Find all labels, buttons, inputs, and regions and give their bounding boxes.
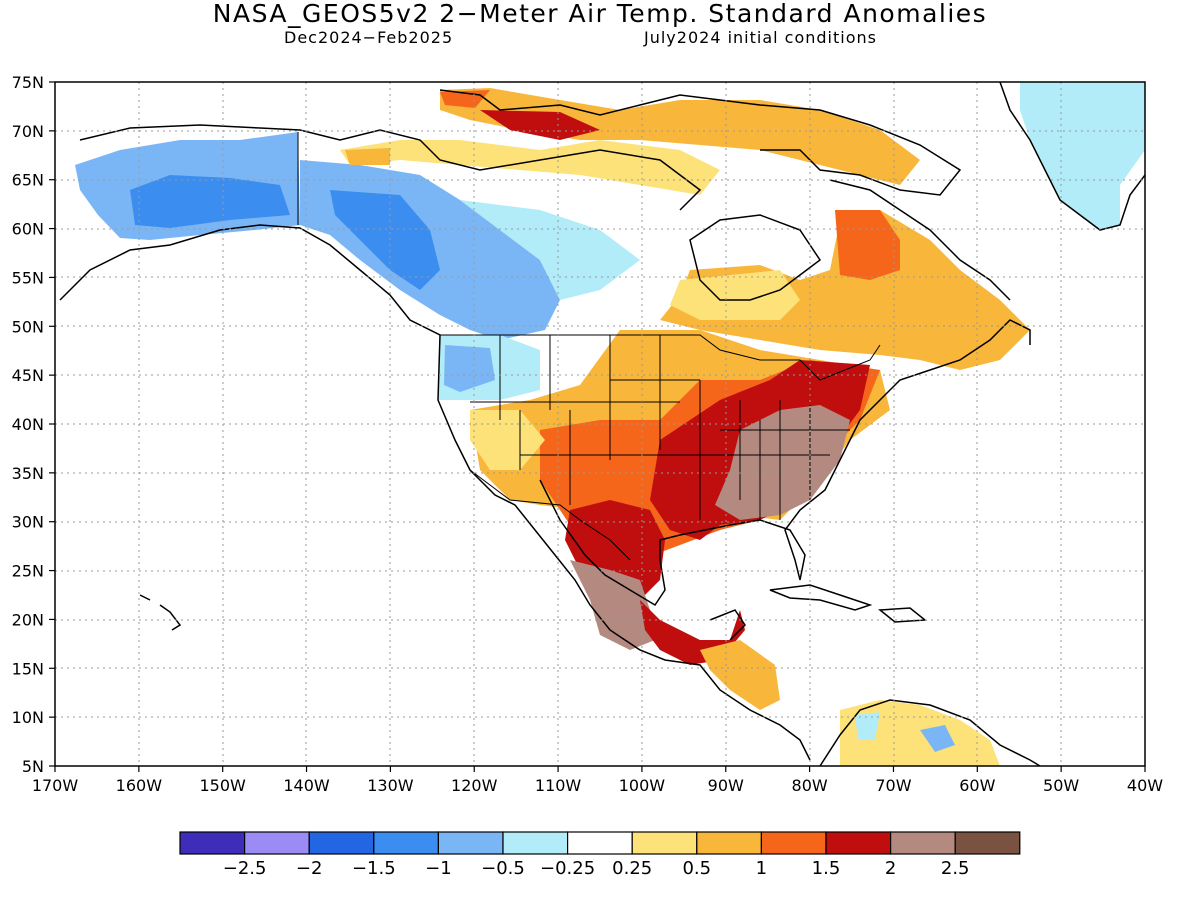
latitude-axis: 75N 70N 65N 60N 55N 50N 45N 40N 35N 30N 25N 20N 15N 1…: [12, 73, 55, 776]
anomaly-region-sa-blue: [920, 725, 955, 752]
colorbar-label: 2.5: [941, 858, 970, 879]
colorbar-swatch: [502, 831, 569, 855]
lon-tick-label: 120W: [451, 776, 498, 795]
anomaly-region-bc-core: [330, 190, 440, 290]
coastline-greenland: [999, 82, 1145, 231]
political-borders: [297, 132, 881, 561]
anomaly-region-ecanada-warm: [660, 210, 1030, 370]
forecast-period: Dec2024−Feb2025: [284, 28, 454, 47]
anomaly-region-texas-red: [565, 500, 665, 600]
coastlines: [59, 82, 1145, 766]
anomaly-region-quebec-hot: [835, 210, 900, 280]
colorbar-label: 1.5: [812, 858, 841, 879]
lat-tick-label: 15N: [12, 659, 44, 678]
anomaly-region-wcanada-light: [460, 200, 640, 300]
anomaly-region-sa-lightblue: [855, 712, 880, 740]
lat-tick-label: 20N: [12, 610, 44, 629]
lon-tick-label: 100W: [619, 776, 666, 795]
colorbar: −2.5 −2 −1.5 −1 −0.5 −0.25 0.25 0.5 1 1.5 2 2.5: [179, 831, 1021, 879]
greenland-ice: [1020, 82, 1145, 230]
lat-tick-label: 10N: [12, 708, 44, 727]
chart-title: NASA_GEOS5v2 2−Meter Air Temp. Standard …: [212, 0, 988, 28]
colorbar-swatch: [760, 831, 827, 855]
lon-tick-label: 60W: [959, 776, 995, 795]
lon-tick-label: 50W: [1043, 776, 1079, 795]
lat-tick-label: 70N: [12, 122, 44, 141]
colorbar-swatch: [179, 831, 246, 855]
colorbar-swatch: [373, 831, 439, 855]
colorbar-swatch: [631, 831, 698, 855]
lon-tick-label: 70W: [875, 776, 911, 795]
anomaly-region-central-america: [700, 640, 780, 710]
longitude-axis: 170W 160W 150W 140W 130W 120W 110W 100W 90W 80W 70…: [32, 766, 1163, 795]
colorbar-swatch: [244, 831, 310, 855]
border-us-states-grid: [470, 335, 850, 520]
colorbar-label: 0.5: [682, 858, 711, 879]
lat-tick-label: 50N: [12, 317, 44, 336]
colorbar-label: −2: [296, 858, 323, 879]
colorbar-label: 0.25: [612, 858, 652, 879]
colorbar-swatch: [437, 831, 504, 855]
coastline-baffin: [829, 179, 1011, 301]
lon-tick-label: 160W: [116, 776, 163, 795]
lon-tick-label: 140W: [283, 776, 330, 795]
initial-conditions: July2024 initial conditions: [644, 28, 877, 47]
map-layer: [55, 82, 1145, 766]
border-us-mexico: [469, 469, 631, 561]
colorbar-swatch: [308, 831, 375, 855]
anomaly-region-archipelago-hot: [480, 110, 600, 140]
colorbar-label: 1: [756, 858, 767, 879]
anomaly-region-southeast-brown: [715, 405, 850, 520]
lat-tick-label: 5N: [22, 757, 44, 776]
lon-tick-label: 170W: [32, 776, 79, 795]
coastline-south-america: [819, 699, 1041, 766]
colorbar-swatch: [954, 831, 1021, 855]
lat-tick-label: 45N: [12, 366, 44, 385]
lat-tick-label: 55N: [12, 268, 44, 287]
colorbar-label: 2: [885, 858, 896, 879]
lon-tick-label: 150W: [200, 776, 247, 795]
lon-tick-label: 80W: [792, 776, 828, 795]
colorbar-swatch: [825, 831, 892, 855]
anomaly-region-sa-yellow: [840, 700, 1000, 766]
anomaly-region-mexico-brown: [570, 560, 655, 650]
anomaly-region-pnw-core: [444, 345, 495, 392]
lat-tick-label: 25N: [12, 562, 44, 581]
lon-tick-label: 90W: [708, 776, 744, 795]
coastline-north-america: [59, 224, 811, 761]
lat-tick-label: 40N: [12, 415, 44, 434]
coastline-yucatan: [709, 609, 746, 641]
border-us-canada: [440, 334, 881, 381]
lat-tick-label: 30N: [12, 513, 44, 532]
lat-tick-label: 60N: [12, 220, 44, 239]
colorbar-swatch: [889, 831, 956, 855]
colorbar-label: −2.5: [223, 858, 267, 879]
colorbar-label: −0.5: [481, 858, 525, 879]
coastline-gulf: [539, 319, 1031, 607]
lat-tick-label: 65N: [12, 171, 44, 190]
graticule: [55, 82, 1145, 766]
coastline-arctic: [79, 124, 702, 211]
anomaly-region-alaska-core: [130, 175, 290, 228]
coastline-cuba: [769, 584, 873, 611]
lon-tick-label: 40W: [1127, 776, 1163, 795]
colorbar-label: −0.25: [540, 858, 595, 879]
colorbar-swatch: [566, 831, 633, 855]
coastline-archipelago: [439, 89, 962, 196]
coastline-hudson-bay: [689, 214, 822, 301]
colorbar-label: −1: [425, 858, 452, 879]
lon-tick-label: 130W: [367, 776, 414, 795]
lon-tick-label: 110W: [535, 776, 582, 795]
lat-tick-label: 35N: [12, 464, 44, 483]
anomaly-region-arctic-orange: [345, 148, 390, 165]
lat-tick-label: 75N: [12, 73, 44, 92]
colorbar-swatch: [696, 831, 762, 855]
colorbar-label: −1.5: [352, 858, 396, 879]
coastline-hawaii: [139, 594, 182, 631]
